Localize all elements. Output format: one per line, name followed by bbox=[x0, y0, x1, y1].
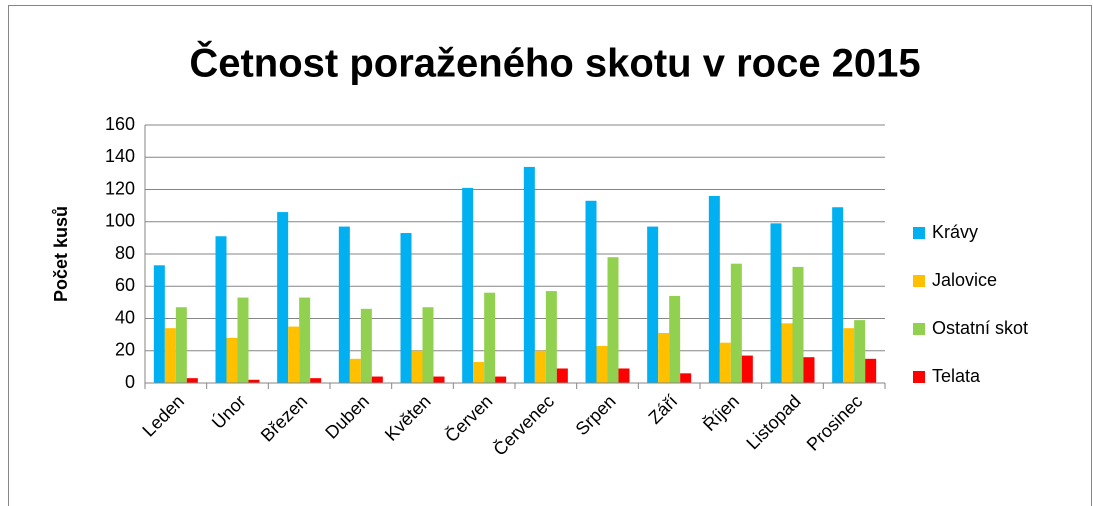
legend-swatch bbox=[913, 227, 925, 239]
bar bbox=[556, 368, 568, 383]
bar bbox=[400, 233, 412, 383]
bar bbox=[349, 358, 361, 383]
bar bbox=[843, 328, 855, 383]
bar bbox=[164, 328, 176, 383]
y-tick-label: 20 bbox=[115, 340, 135, 360]
bar bbox=[371, 376, 383, 383]
bar bbox=[647, 226, 659, 383]
bar bbox=[422, 307, 434, 383]
legend-label: Jalovice bbox=[932, 270, 997, 290]
bar bbox=[462, 187, 474, 383]
bar bbox=[607, 257, 619, 383]
bar bbox=[215, 236, 227, 383]
bar bbox=[545, 291, 557, 383]
bar bbox=[669, 295, 681, 383]
bar bbox=[338, 226, 350, 383]
bar bbox=[175, 307, 187, 383]
bar bbox=[865, 358, 877, 383]
bar bbox=[277, 212, 289, 383]
y-axis-label: Počet kusů bbox=[51, 206, 71, 302]
bar bbox=[781, 323, 793, 383]
y-tick-label: 40 bbox=[115, 307, 135, 327]
bar bbox=[360, 308, 372, 383]
bar bbox=[730, 263, 742, 383]
bar bbox=[832, 207, 844, 383]
bar bbox=[534, 350, 546, 383]
bar bbox=[741, 355, 753, 383]
bar bbox=[288, 326, 300, 383]
bar bbox=[299, 297, 311, 383]
y-tick-label: 0 bbox=[125, 372, 135, 392]
bar bbox=[310, 378, 322, 383]
bar bbox=[585, 200, 597, 383]
y-tick-label: 120 bbox=[105, 178, 135, 198]
bar bbox=[658, 333, 670, 383]
bar bbox=[153, 265, 165, 383]
legend-label: Telata bbox=[932, 366, 981, 386]
bar bbox=[719, 342, 731, 383]
bar bbox=[411, 350, 423, 383]
bar bbox=[708, 195, 720, 383]
bar bbox=[596, 345, 608, 383]
bar bbox=[237, 297, 249, 383]
bar bbox=[248, 379, 260, 383]
legend-swatch bbox=[913, 371, 925, 383]
bar bbox=[495, 376, 507, 383]
bar bbox=[473, 362, 485, 383]
legend-label: Ostatní skot bbox=[932, 318, 1028, 338]
bar bbox=[770, 223, 782, 383]
bar bbox=[618, 368, 630, 383]
chart-title: Četnost poraženého skotu v roce 2015 bbox=[189, 40, 920, 86]
legend-label: Krávy bbox=[932, 222, 978, 242]
bar bbox=[186, 378, 198, 383]
legend-swatch bbox=[913, 275, 925, 287]
bar bbox=[854, 320, 866, 383]
y-tick-label: 160 bbox=[105, 114, 135, 134]
bar bbox=[680, 373, 692, 383]
y-tick-label: 60 bbox=[115, 275, 135, 295]
y-tick-label: 100 bbox=[105, 211, 135, 231]
y-tick-label: 80 bbox=[115, 243, 135, 263]
bar bbox=[433, 376, 445, 383]
bar bbox=[803, 357, 815, 383]
legend-swatch bbox=[913, 323, 925, 335]
bar bbox=[523, 166, 535, 383]
chart-frame bbox=[8, 5, 1092, 506]
bar bbox=[484, 292, 496, 383]
y-tick-label: 140 bbox=[105, 146, 135, 166]
bar bbox=[792, 266, 804, 383]
bar bbox=[226, 337, 238, 383]
